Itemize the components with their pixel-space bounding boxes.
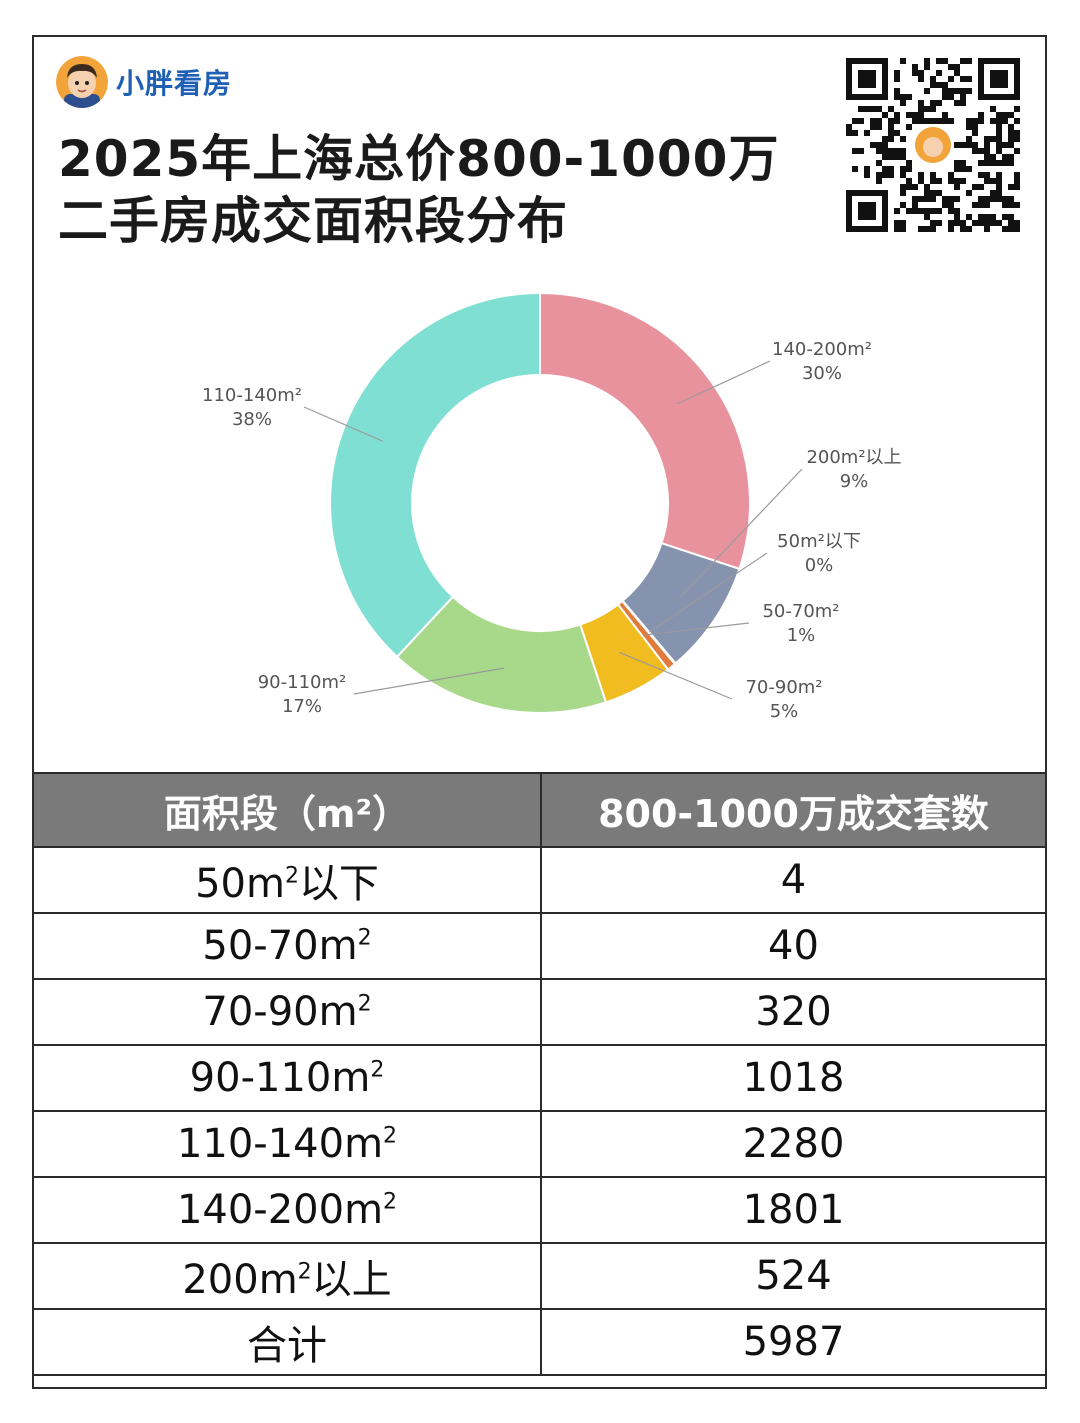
slice-label: 200m²以上 — [806, 447, 901, 468]
range-sup: 2 — [297, 1259, 312, 1285]
range-tail: 以上 — [311, 1257, 392, 1303]
leader-line — [648, 552, 768, 633]
brand-name: 小胖看房 — [116, 67, 233, 100]
qr-code — [846, 58, 1026, 236]
table-row: 140-200m2 1801 — [32, 1176, 1047, 1244]
table-row: 50-70m2 40 — [32, 912, 1047, 980]
slice-percent: 1% — [787, 625, 816, 646]
range-cell: 合计 — [32, 1308, 542, 1376]
slice-label: 70-90m² — [745, 677, 822, 698]
range-main: 50m — [195, 861, 285, 907]
count-cell: 320 — [540, 978, 1047, 1046]
range-main: 90-110m — [189, 1055, 371, 1101]
donut-slice — [539, 291, 751, 571]
table-header-row: 面积段（m²） 800-1000万成交套数 — [32, 772, 1047, 848]
slice-percent: 5% — [770, 701, 799, 722]
leader-line — [679, 468, 803, 599]
range-main: 50-70m — [202, 923, 358, 969]
range-cell: 200m2以上 — [32, 1242, 542, 1310]
table-row: 200m2以上 524 — [32, 1242, 1047, 1310]
donut-slice — [329, 291, 541, 659]
leader-line — [676, 360, 771, 405]
leader-line — [303, 406, 383, 442]
table-row: 70-90m2 320 — [32, 978, 1047, 1046]
slice-percent: 38% — [232, 409, 272, 430]
count-cell: 1801 — [540, 1176, 1047, 1244]
title-line-2: 二手房成交面积段分布 — [58, 192, 568, 250]
count-cell: 40 — [540, 912, 1047, 980]
brand: 小胖看房 — [56, 56, 232, 108]
range-main: 110-140m — [176, 1121, 384, 1167]
slice-percent: 0% — [805, 555, 834, 576]
slice-label: 140-200m² — [772, 339, 872, 360]
avatar — [56, 56, 108, 108]
range-sup: 2 — [357, 991, 372, 1017]
card-frame — [32, 35, 1047, 1389]
range-cell: 70-90m2 — [32, 978, 542, 1046]
range-sup: 2 — [284, 863, 299, 889]
range-sup: 2 — [357, 925, 372, 951]
slice-label: 90-110m² — [258, 672, 347, 693]
donut-chart: 140-200m² 30% 200m²以上 9% 50m²以下 0% 50-70m² 1% 70… — [202, 291, 902, 722]
leader-line — [353, 667, 505, 695]
slice-label: 50-70m² — [762, 601, 839, 622]
count-cell: 5987 — [540, 1308, 1047, 1376]
range-cell: 50m2以下 — [32, 846, 542, 914]
range-cell: 110-140m2 — [32, 1110, 542, 1178]
header-range: 面积段（m²） — [32, 772, 542, 848]
count-cell: 4 — [540, 846, 1047, 914]
count-cell: 2280 — [540, 1110, 1047, 1178]
table-row: 合计 5987 — [32, 1308, 1047, 1376]
range-sup: 2 — [383, 1123, 398, 1149]
slice-label: 110-140m² — [202, 385, 302, 406]
page-title: 2025年上海总价800-1000万 二手房成交面积段分布 — [58, 128, 779, 252]
count-cell: 524 — [540, 1242, 1047, 1310]
table-row: 110-140m2 2280 — [32, 1110, 1047, 1178]
header-count: 800-1000万成交套数 — [540, 772, 1047, 848]
count-cell: 1018 — [540, 1044, 1047, 1112]
range-sup: 2 — [383, 1189, 398, 1215]
range-cell: 140-200m2 — [32, 1176, 542, 1244]
slice-label: 50m²以下 — [777, 531, 861, 552]
range-main: 合计 — [247, 1323, 327, 1369]
table-row: 90-110m2 1018 — [32, 1044, 1047, 1112]
range-sup: 2 — [370, 1057, 385, 1083]
title-line-1: 2025年上海总价800-1000万 — [58, 130, 780, 188]
leader-line — [645, 622, 750, 636]
range-tail: 以下 — [298, 861, 379, 907]
leader-line — [618, 651, 733, 700]
table-row: 50m2以下 4 — [32, 846, 1047, 914]
slice-percent: 30% — [802, 363, 842, 384]
range-cell: 90-110m2 — [32, 1044, 542, 1112]
range-main: 140-200m — [176, 1187, 384, 1233]
slice-percent: 17% — [282, 696, 322, 717]
slice-percent: 9% — [840, 471, 869, 492]
range-cell: 50-70m2 — [32, 912, 542, 980]
range-main: 70-90m — [202, 989, 358, 1035]
range-main: 200m — [182, 1257, 298, 1303]
data-table: 面积段（m²） 800-1000万成交套数 50m2以下 4 50-70m2 40 70… — [32, 772, 1047, 1376]
